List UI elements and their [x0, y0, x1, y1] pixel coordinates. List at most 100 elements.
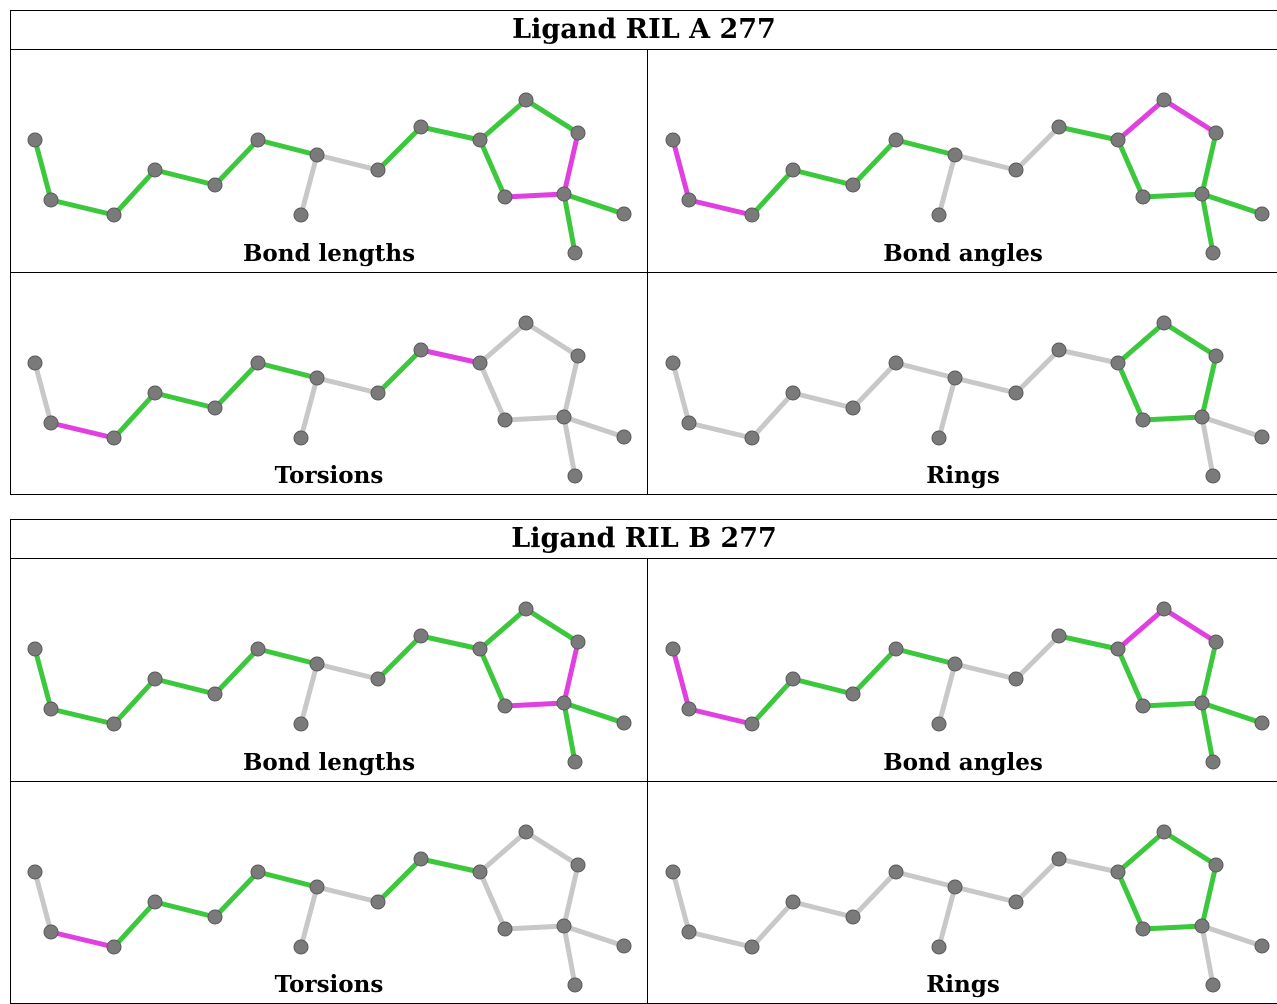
- bond: [893, 360, 958, 381]
- atom: [43, 701, 59, 717]
- atom: [147, 385, 163, 401]
- bond: [1161, 97, 1219, 136]
- bond: [850, 360, 899, 411]
- atom: [250, 864, 266, 880]
- panel-label: Torsions: [274, 462, 384, 489]
- atom: [1051, 628, 1067, 644]
- bond: [418, 856, 483, 875]
- atom: [931, 939, 947, 955]
- atom: [106, 939, 122, 955]
- panel-label: Bond lengths: [242, 240, 416, 267]
- bond: [255, 360, 320, 381]
- atom: [497, 189, 513, 205]
- atom: [518, 601, 534, 617]
- atom: [785, 894, 801, 910]
- bond: [952, 661, 1019, 682]
- atom: [27, 641, 43, 657]
- atom: [413, 342, 429, 358]
- atom: [931, 716, 947, 732]
- bond: [1161, 606, 1219, 645]
- atom: [207, 400, 223, 416]
- atom: [1194, 918, 1210, 934]
- atom: [888, 641, 904, 657]
- atom: [616, 206, 632, 222]
- atom: [744, 716, 760, 732]
- bond: [523, 320, 581, 359]
- molecule-diagram: [27, 824, 632, 993]
- atom: [43, 924, 59, 940]
- atom: [616, 938, 632, 954]
- atom: [1051, 851, 1067, 867]
- atom: [1135, 189, 1151, 205]
- atom: [472, 132, 488, 148]
- atom: [1110, 864, 1126, 880]
- atom: [570, 857, 586, 873]
- atom: [1254, 206, 1270, 222]
- atom: [309, 370, 325, 386]
- bond: [893, 646, 958, 667]
- bond: [1056, 124, 1121, 143]
- atom: [250, 132, 266, 148]
- bond: [1199, 414, 1265, 440]
- bond: [561, 923, 627, 949]
- bond: [375, 124, 424, 173]
- bond: [298, 884, 320, 950]
- bond: [502, 414, 567, 423]
- atom: [1110, 132, 1126, 148]
- bond: [561, 414, 627, 440]
- bond: [32, 646, 54, 712]
- atom: [1208, 125, 1224, 141]
- panel-bond-angles: Bond angles: [648, 50, 1277, 272]
- bond: [790, 390, 856, 411]
- atom: [207, 177, 223, 193]
- atom: [293, 716, 309, 732]
- bond: [375, 347, 424, 396]
- panel-torsions: Torsions: [11, 781, 648, 1003]
- bond: [314, 152, 381, 173]
- atom: [616, 429, 632, 445]
- bond: [418, 124, 483, 143]
- bond: [1115, 360, 1146, 423]
- atom: [1205, 754, 1221, 770]
- atom: [665, 132, 681, 148]
- molecule-diagram: [27, 601, 632, 770]
- panel-label: Rings: [926, 462, 1000, 489]
- atom: [1194, 186, 1210, 202]
- bond: [111, 167, 158, 218]
- bond: [936, 375, 958, 441]
- bond: [111, 676, 158, 727]
- atom: [250, 641, 266, 657]
- atom: [845, 686, 861, 702]
- bond: [1199, 923, 1265, 949]
- atom: [888, 355, 904, 371]
- bond: [32, 137, 54, 203]
- bond: [952, 375, 1019, 396]
- bond: [1013, 124, 1062, 173]
- atom: [665, 355, 681, 371]
- bond: [790, 899, 856, 920]
- atom: [1051, 119, 1067, 135]
- atom: [665, 641, 681, 657]
- atom: [1254, 429, 1270, 445]
- bond: [790, 167, 856, 188]
- atom: [293, 207, 309, 223]
- bond: [561, 414, 578, 479]
- atom: [665, 864, 681, 880]
- atom: [845, 400, 861, 416]
- atom: [845, 177, 861, 193]
- atom: [556, 409, 572, 425]
- bond: [670, 646, 692, 712]
- atom: [1156, 601, 1172, 617]
- atom: [556, 695, 572, 711]
- bond: [32, 360, 54, 426]
- bond: [561, 191, 627, 217]
- bond: [561, 700, 627, 726]
- bond: [1199, 130, 1219, 197]
- bond: [893, 137, 958, 158]
- bond: [1199, 414, 1216, 479]
- bond: [255, 869, 320, 890]
- bond: [523, 829, 581, 868]
- atom: [567, 468, 583, 484]
- atom: [1135, 412, 1151, 428]
- bond: [1115, 869, 1146, 932]
